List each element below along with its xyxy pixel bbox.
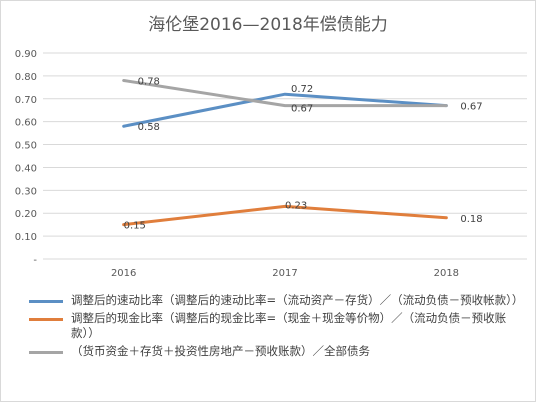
data-label: 0.78: [138, 76, 160, 87]
data-label: 0.23: [285, 200, 307, 211]
legend-label: （货币资金＋存货＋投资性房地产－预收账款）／全部债务: [71, 344, 370, 358]
chart-legend: 调整后的速动比率（调整后的速动比率=（流动资产－存货）／（流动负债－预收帐款））…: [29, 293, 529, 362]
legend-swatch: [29, 351, 63, 354]
legend-item-3: （货币资金＋存货＋投资性房地产－预收账款）／全部债务: [29, 344, 529, 359]
data-label: 0.67: [460, 102, 482, 113]
data-label: 0.72: [291, 84, 313, 95]
y-tick-label: 0.90: [15, 49, 37, 60]
data-label: 0.18: [460, 214, 482, 225]
y-tick-label: 0.50: [15, 141, 37, 152]
y-tick-label: -: [33, 255, 37, 266]
y-tick-label: 0.30: [15, 186, 37, 197]
data-label: 0.67: [291, 104, 313, 115]
data-label: 0.15: [124, 221, 146, 232]
legend-label: 调整后的速动比率（调整后的速动比率=（流动资产－存货）／（流动负债－预收帐款））: [71, 293, 524, 307]
series-line-3: [122, 78, 448, 108]
x-tick-label: 2018: [434, 268, 459, 279]
y-tick-label: 0.80: [15, 72, 37, 83]
y-tick-label: 0.60: [15, 118, 37, 129]
y-tick-label: 0.20: [15, 209, 37, 220]
y-tick-label: 0.10: [15, 232, 37, 243]
legend-swatch: [29, 318, 63, 321]
series-line-1: [122, 92, 448, 128]
legend-swatch: [29, 300, 63, 303]
legend-item-2: 调整后的现金比率（调整后的现金比率=（现金＋现金等价物）／（流动负债－预收账款）…: [29, 311, 529, 341]
x-tick-label: 2016: [111, 268, 136, 279]
x-tick-label: 2017: [272, 268, 297, 279]
data-label: 0.58: [138, 122, 160, 133]
legend-label: 调整后的现金比率（调整后的现金比率=（现金＋现金等价物）／（流动负债－预收账款）…: [71, 311, 507, 340]
chart-plot: 0.90 0.80 0.70 0.60 0.50 0.40 0.30 0.20 0.10 - 201…: [15, 49, 527, 279]
y-tick-label: 0.70: [15, 95, 37, 106]
series-line-2: [122, 204, 448, 227]
chart-title: 海伦堡2016—2018年偿债能力: [148, 15, 388, 35]
legend-item-1: 调整后的速动比率（调整后的速动比率=（流动资产－存货）／（流动负债－预收帐款））: [29, 293, 529, 308]
y-tick-label: 0.40: [15, 163, 37, 174]
